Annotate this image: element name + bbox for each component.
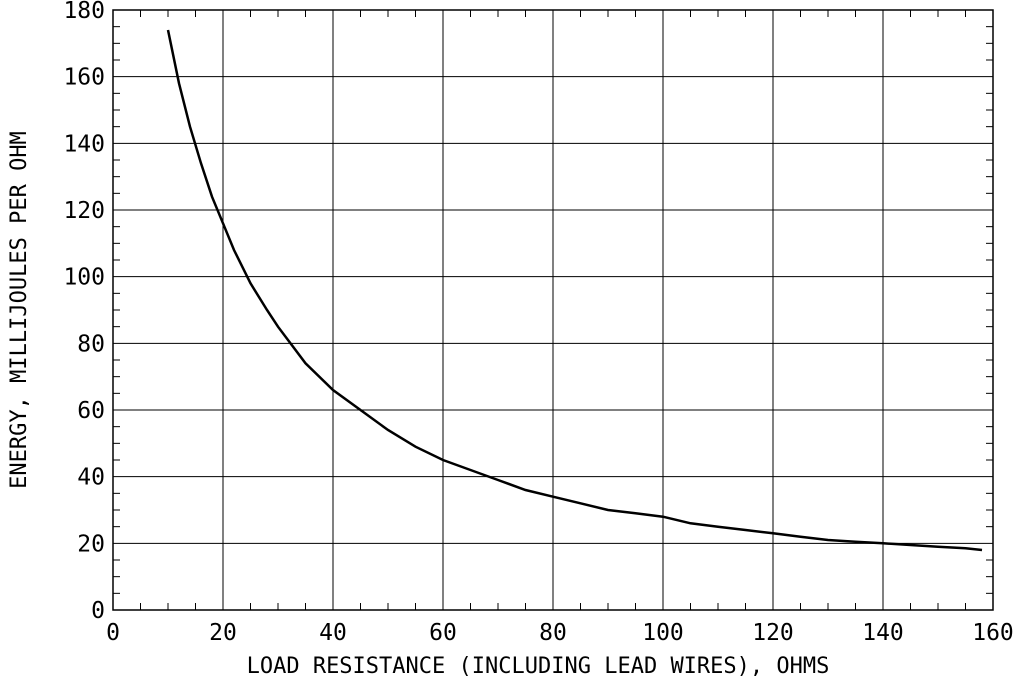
x-axis-label: LOAD RESISTANCE (INCLUDING LEAD WIRES), … [247,654,830,679]
x-tick-label: 60 [429,620,457,646]
x-tick-labels: 0 20 40 60 80 100 120 140 160 [106,620,1014,646]
y-axis-label: ENERGY, MILLIJOULES PER OHM [7,131,32,489]
x-tick-label: 80 [539,620,567,646]
y-tick-label: 180 [63,0,105,24]
y-tick-label: 160 [63,65,105,91]
energy-curve [166,29,983,552]
y-tick-label: 80 [77,331,105,357]
x-tick-label: 40 [319,620,347,646]
y-tick-label: 120 [63,198,105,224]
y-tick-label: 100 [63,265,105,291]
y-tick-label: 140 [63,131,105,157]
y-tick-label: 20 [77,531,105,557]
y-tick-label: 60 [77,398,105,424]
grid [113,10,993,610]
y-tick-labels: 0 20 40 60 80 100 120 140 160 180 [63,0,105,624]
x-tick-label: 160 [972,620,1014,646]
y-tick-label: 0 [91,598,105,624]
x-tick-label: 120 [752,620,794,646]
x-tick-label: 0 [106,620,120,646]
y-tick-label: 40 [77,465,105,491]
x-tick-label: 20 [209,620,237,646]
plot-frame [112,9,994,611]
x-tick-label: 100 [642,620,684,646]
minor-ticks [113,10,993,610]
x-tick-label: 140 [862,620,904,646]
